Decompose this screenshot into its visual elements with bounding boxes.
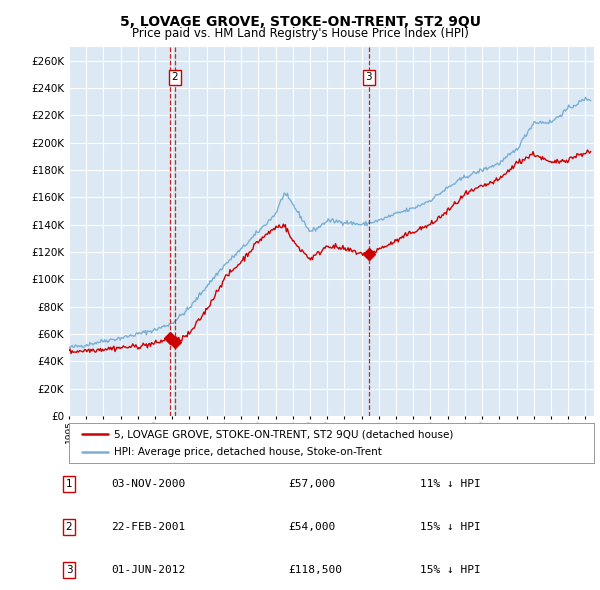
- Text: 1: 1: [65, 479, 73, 489]
- Text: £57,000: £57,000: [288, 479, 335, 489]
- Text: 2: 2: [65, 522, 73, 532]
- Text: 11% ↓ HPI: 11% ↓ HPI: [420, 479, 481, 489]
- Text: Price paid vs. HM Land Registry's House Price Index (HPI): Price paid vs. HM Land Registry's House …: [131, 27, 469, 40]
- Text: 03-NOV-2000: 03-NOV-2000: [111, 479, 185, 489]
- Text: £118,500: £118,500: [288, 565, 342, 575]
- Text: 3: 3: [65, 565, 73, 575]
- Text: 22-FEB-2001: 22-FEB-2001: [111, 522, 185, 532]
- Text: 5, LOVAGE GROVE, STOKE-ON-TRENT, ST2 9QU (detached house): 5, LOVAGE GROVE, STOKE-ON-TRENT, ST2 9QU…: [113, 430, 453, 440]
- Text: HPI: Average price, detached house, Stoke-on-Trent: HPI: Average price, detached house, Stok…: [113, 447, 382, 457]
- Text: 5, LOVAGE GROVE, STOKE-ON-TRENT, ST2 9QU: 5, LOVAGE GROVE, STOKE-ON-TRENT, ST2 9QU: [119, 15, 481, 29]
- Text: 2: 2: [172, 72, 178, 82]
- Text: 3: 3: [365, 72, 372, 82]
- Text: 15% ↓ HPI: 15% ↓ HPI: [420, 565, 481, 575]
- Text: £54,000: £54,000: [288, 522, 335, 532]
- Text: 15% ↓ HPI: 15% ↓ HPI: [420, 522, 481, 532]
- Text: 01-JUN-2012: 01-JUN-2012: [111, 565, 185, 575]
